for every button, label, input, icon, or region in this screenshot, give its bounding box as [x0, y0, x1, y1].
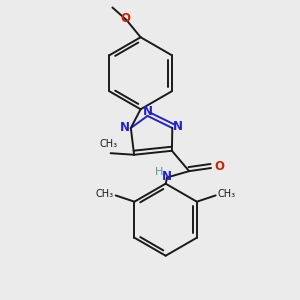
- Text: H: H: [155, 167, 164, 177]
- Text: CH₃: CH₃: [96, 189, 114, 199]
- Text: N: N: [120, 121, 130, 134]
- Text: N: N: [173, 120, 183, 133]
- Text: N: N: [162, 170, 172, 183]
- Text: O: O: [120, 12, 130, 25]
- Text: N: N: [143, 105, 153, 118]
- Text: CH₃: CH₃: [100, 139, 118, 149]
- Text: O: O: [214, 160, 224, 173]
- Text: CH₃: CH₃: [217, 189, 235, 199]
